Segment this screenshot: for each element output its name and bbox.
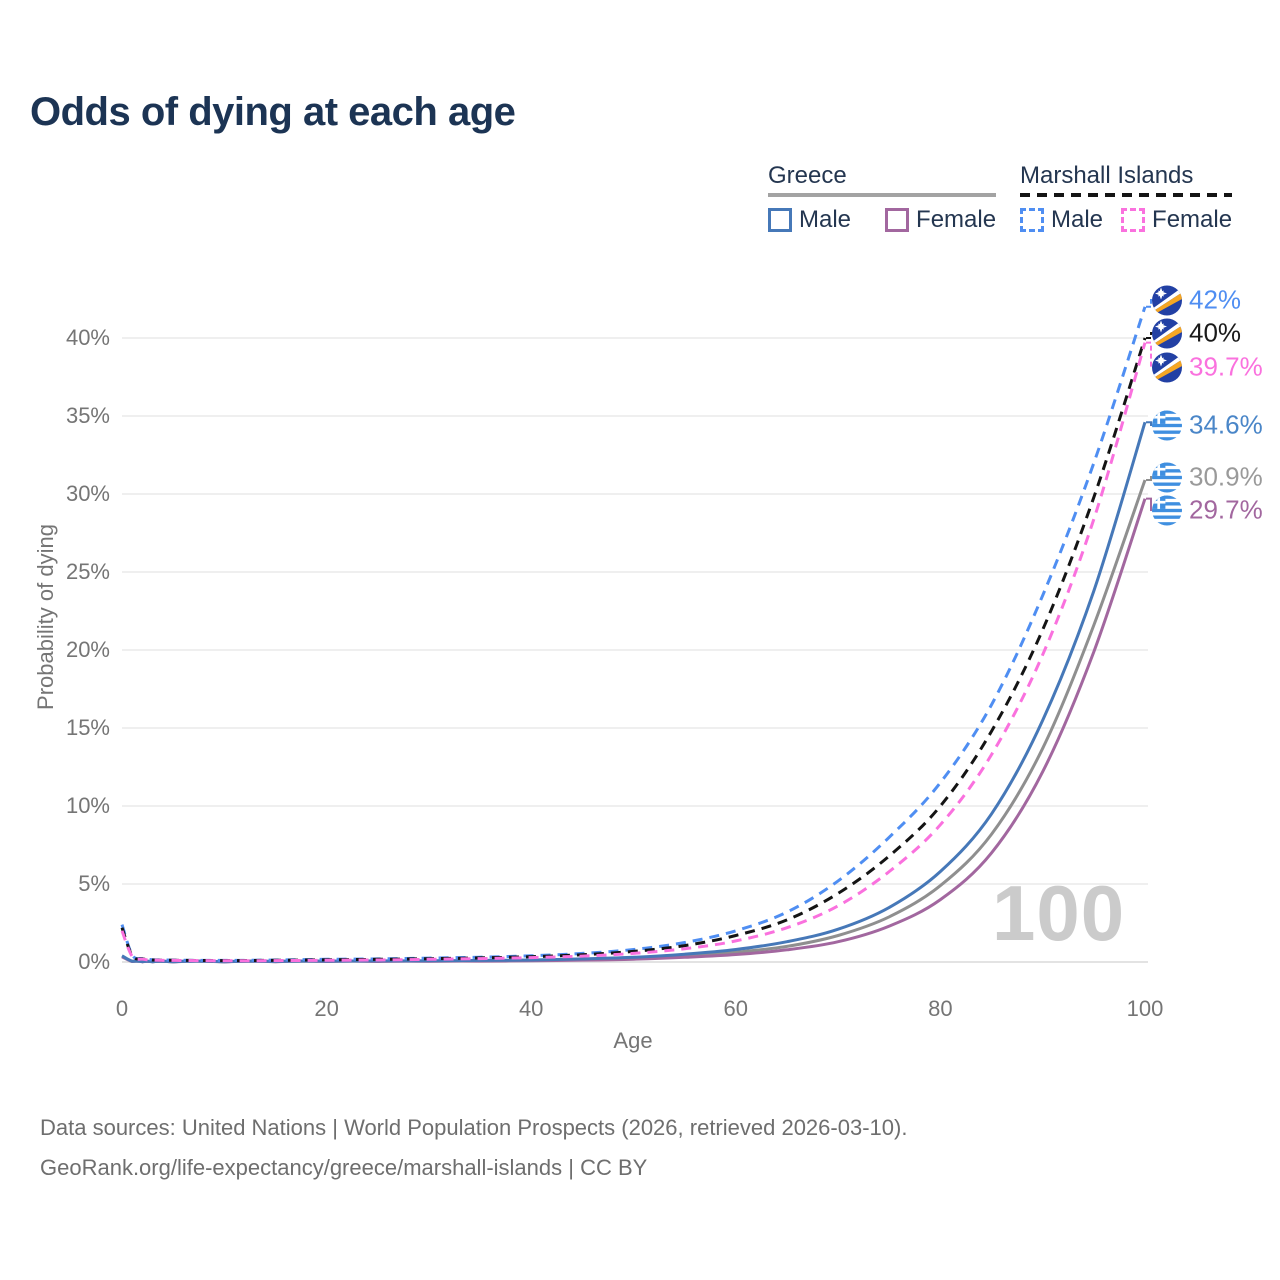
greece-male-swatch-icon [768, 208, 792, 232]
end-label-value: 29.7% [1189, 494, 1263, 525]
x-tick-label: 40 [518, 996, 544, 1021]
y-tick-label: 10% [65, 793, 110, 818]
end-label-row-mi-both: 40% [1152, 318, 1241, 349]
footer-data-sources: Data sources: United Nations | World Pop… [40, 1115, 908, 1140]
end-label-row-greece-male: 34.6% [1152, 410, 1263, 441]
y-tick-label: 25% [65, 559, 110, 584]
y-tick-label: 30% [65, 481, 110, 506]
end-label-value: 34.6% [1189, 409, 1263, 440]
legend-item-marshall-islands-male[interactable]: Male [1020, 206, 1103, 234]
end-label-row-greece-female: 29.7% [1152, 495, 1263, 526]
x-tick-label: 80 [928, 996, 953, 1021]
legend-item-marshall-islands-female[interactable]: Female [1121, 206, 1232, 234]
y-tick-label: 20% [65, 637, 110, 662]
x-tick-label: 0 [115, 996, 129, 1021]
y-tick-label: 5% [78, 871, 110, 896]
marshall-islands-male-swatch-icon [1020, 208, 1044, 232]
end-label-value: 40% [1189, 317, 1242, 348]
marshall-islands-flag-icon [1152, 285, 1182, 315]
marshall-islands-female-swatch-icon [1121, 208, 1146, 232]
end-label-row-mi-male: 42% [1152, 285, 1241, 316]
legend-group-marshall-islands: Marshall Islands Male Female [1020, 162, 1233, 234]
greece-flag-icon [1152, 462, 1182, 492]
legend-greece-underline [768, 193, 997, 197]
greece-flag-icon [1152, 495, 1182, 525]
end-label-row-mi-female: 39.7% [1152, 352, 1263, 383]
greece-female-swatch-icon [885, 208, 910, 232]
x-axis-title: Age [613, 1028, 653, 1053]
footer: Data sources: United Nations | World Pop… [40, 1108, 907, 1188]
legend-item-greece-female[interactable]: Female [885, 206, 996, 234]
series-line [120, 306, 1147, 962]
legend-item-label: Male [1051, 206, 1104, 233]
legend-marshall-islands-underline [1020, 193, 1233, 197]
end-label-row-greece-both: 30.9% [1152, 462, 1263, 493]
chart-title: Odds of dying at each age [30, 90, 516, 134]
marshall-islands-flag-icon [1152, 352, 1182, 382]
marshall-islands-flag-icon [1152, 318, 1182, 348]
y-tick-label: 15% [65, 715, 110, 740]
x-tick-label: 60 [723, 996, 749, 1021]
watermark-age-100: 100 [992, 869, 1126, 957]
y-axis-title: Probability of dying [33, 524, 58, 710]
y-tick-label: 0% [78, 949, 110, 974]
legend-item-label: Female [1152, 206, 1233, 233]
y-tick-label: 40% [65, 325, 110, 350]
end-label-value: 39.7% [1189, 351, 1263, 382]
legend-item-label: Female [916, 206, 997, 233]
legend-group-greece-label: Greece [768, 162, 847, 189]
legend-item-label: Male [799, 206, 852, 233]
legend-item-greece-male[interactable]: Male [768, 206, 851, 234]
end-label-value: 30.9% [1189, 461, 1263, 492]
legend-group-marshall-islands-label: Marshall Islands [1020, 162, 1194, 189]
end-label-value: 42% [1189, 284, 1242, 315]
footer-attribution: GeoRank.org/life-expectancy/greece/marsh… [40, 1155, 648, 1180]
y-tick-label: 35% [65, 403, 110, 428]
x-tick-label: 100 [1126, 996, 1164, 1021]
x-tick-label: 20 [314, 996, 339, 1021]
greece-flag-icon [1152, 410, 1182, 440]
legend-group-greece: Greece Male Female [768, 162, 997, 234]
